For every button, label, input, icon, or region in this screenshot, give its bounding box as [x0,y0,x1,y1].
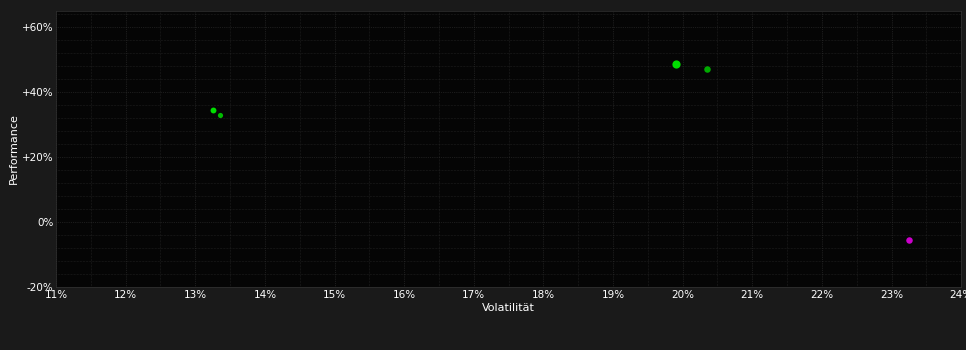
Point [699,66,715,72]
Point [212,112,227,117]
Y-axis label: Performance: Performance [9,113,19,184]
X-axis label: Volatilität: Volatilität [482,302,535,313]
Point [205,107,220,112]
Point [668,61,683,67]
Point [901,237,917,243]
